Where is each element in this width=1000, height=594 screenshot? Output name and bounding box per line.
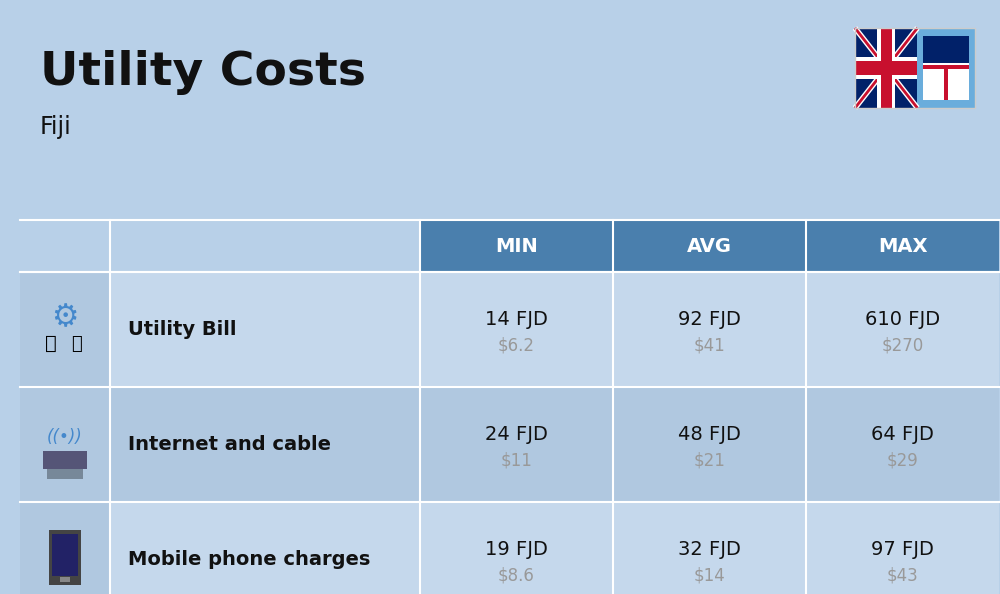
Bar: [855, 28, 975, 108]
Bar: [52, 533, 78, 576]
Text: $6.2: $6.2: [498, 336, 535, 355]
Text: MIN: MIN: [495, 236, 538, 255]
Text: ((•)): ((•)): [47, 428, 83, 446]
Bar: [43, 450, 87, 469]
Bar: [20, 502, 110, 594]
Text: $14: $14: [694, 567, 725, 584]
Text: 97 FJD: 97 FJD: [871, 540, 934, 559]
Bar: [420, 387, 613, 502]
Text: AVG: AVG: [687, 236, 732, 255]
Bar: [806, 502, 999, 594]
Text: 14 FJD: 14 FJD: [485, 310, 548, 329]
Text: ⚙: ⚙: [51, 303, 79, 332]
Bar: [877, 28, 895, 108]
Bar: [110, 502, 420, 594]
Bar: [923, 36, 969, 100]
Bar: [613, 502, 806, 594]
Text: 🔌: 🔌: [45, 334, 57, 353]
Text: Internet and cable: Internet and cable: [128, 435, 331, 454]
Text: $41: $41: [694, 336, 725, 355]
Bar: [613, 387, 806, 502]
Text: 19 FJD: 19 FJD: [485, 540, 548, 559]
Bar: [881, 28, 892, 108]
Bar: [20, 272, 110, 387]
Text: Mobile phone charges: Mobile phone charges: [128, 550, 370, 569]
Bar: [944, 65, 948, 100]
Bar: [806, 387, 999, 502]
Bar: [942, 65, 950, 100]
Bar: [613, 272, 806, 387]
Bar: [20, 387, 110, 502]
Text: 92 FJD: 92 FJD: [678, 310, 741, 329]
Text: 🚿: 🚿: [72, 334, 82, 352]
Bar: [806, 220, 999, 272]
Bar: [110, 272, 420, 387]
Text: Utility Bill: Utility Bill: [128, 320, 237, 339]
Text: 32 FJD: 32 FJD: [678, 540, 741, 559]
Text: 24 FJD: 24 FJD: [485, 425, 548, 444]
Bar: [47, 469, 83, 479]
Bar: [60, 577, 70, 582]
Text: 610 FJD: 610 FJD: [865, 310, 940, 329]
Bar: [20, 220, 420, 272]
Text: $29: $29: [887, 451, 918, 469]
Bar: [806, 272, 999, 387]
Text: Fiji: Fiji: [40, 115, 72, 139]
Text: $21: $21: [694, 451, 725, 469]
Text: Utility Costs: Utility Costs: [40, 50, 366, 95]
Bar: [923, 36, 969, 65]
Text: $270: $270: [881, 336, 924, 355]
Bar: [855, 61, 917, 75]
Bar: [49, 529, 81, 584]
Text: $8.6: $8.6: [498, 567, 535, 584]
Bar: [613, 220, 806, 272]
Text: MAX: MAX: [878, 236, 927, 255]
Bar: [855, 28, 975, 108]
Text: 48 FJD: 48 FJD: [678, 425, 741, 444]
Text: $43: $43: [887, 567, 918, 584]
Bar: [420, 220, 613, 272]
Bar: [855, 28, 917, 108]
Bar: [110, 387, 420, 502]
Bar: [923, 63, 969, 71]
Text: $11: $11: [501, 451, 532, 469]
Bar: [923, 65, 969, 69]
Text: 64 FJD: 64 FJD: [871, 425, 934, 444]
Bar: [420, 272, 613, 387]
Bar: [420, 502, 613, 594]
Bar: [855, 57, 917, 79]
